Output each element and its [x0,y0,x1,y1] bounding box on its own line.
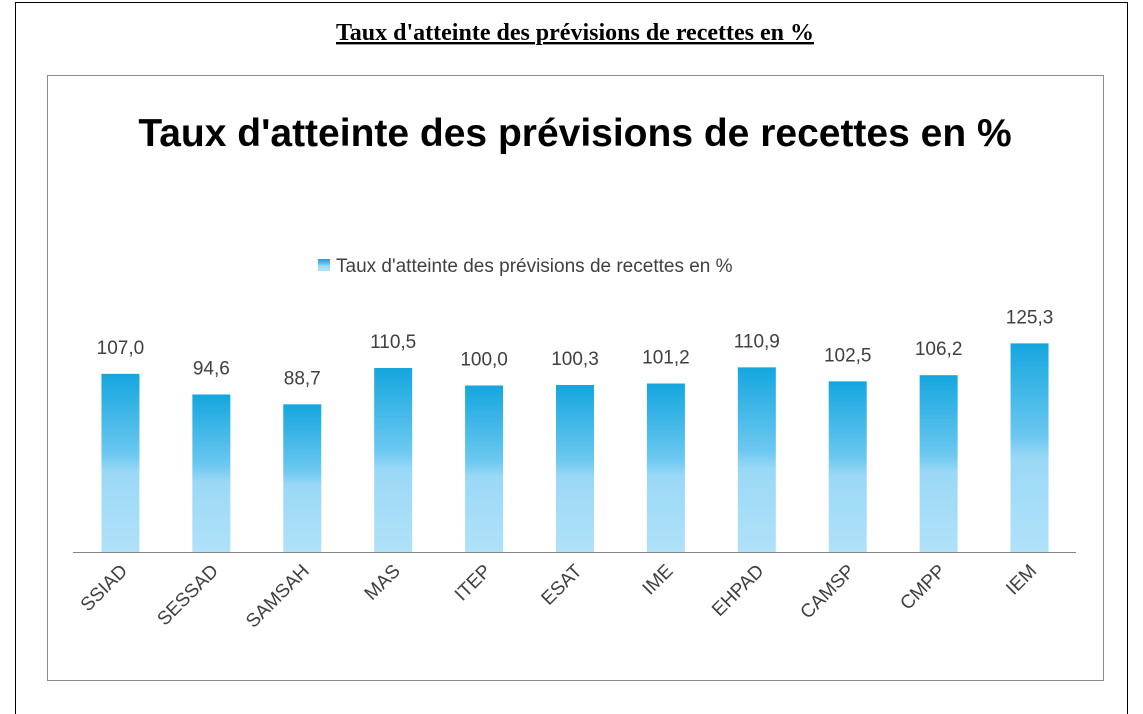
data-label: 100,3 [551,349,599,370]
document-title: Taux d'atteinte des prévisions de recett… [336,20,814,46]
data-label: 94,6 [193,358,230,379]
chart-title: Taux d'atteinte des prévisions de recett… [138,112,1012,155]
data-label: 110,9 [734,331,780,352]
bar [465,385,504,552]
bar [919,375,958,552]
data-label: 125,3 [1006,307,1054,328]
bar [828,381,867,552]
bar [737,367,776,552]
bar [1010,343,1049,552]
data-label: 100,0 [460,350,508,371]
page-border [15,2,1128,714]
bar [192,394,231,552]
data-label: 110,5 [370,332,416,353]
bar [283,404,322,552]
bar [374,368,413,552]
data-label: 101,2 [642,348,690,369]
data-label: 88,7 [284,368,321,389]
data-label: 106,2 [915,339,963,360]
bar [101,373,140,552]
legend-swatch [318,259,330,271]
data-label: 107,0 [97,338,145,359]
data-label: 102,5 [824,345,872,366]
bar [646,383,685,552]
bar [556,385,594,552]
legend-label: Taux d'atteinte des prévisions de recett… [336,256,733,277]
